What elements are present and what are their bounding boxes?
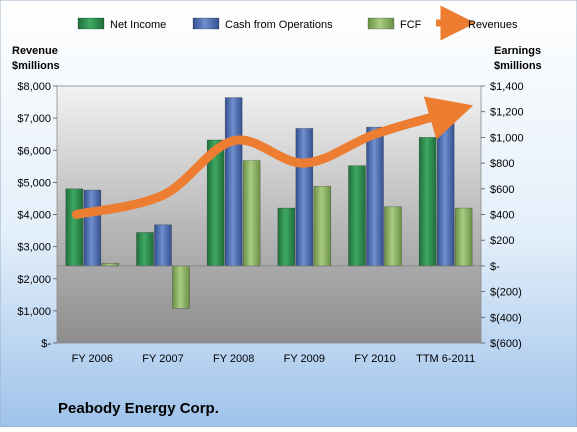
left-axis-tick-label: $7,000 [17,113,51,125]
bar [366,126,384,267]
category-label: FY 2008 [213,353,254,365]
right-axis-tick-label: $1,400 [490,81,524,93]
bar [436,103,455,267]
right-axis: $(600) $(400) $(200) $- $200 $400 $600 $800 $1,0… [481,81,524,350]
right-axis-tick-label: $800 [490,158,514,170]
revenue-line [71,96,474,219]
legend-label: FCF [400,19,422,31]
category-axis: FY 2006 FY 2007 FY 2008 FY 2009 FY 2010 TTM 6… [72,353,476,365]
bar [277,207,296,267]
left-axis-tick-label: $3,000 [17,242,51,254]
legend: Net Income Cash from Operations FCF Revenue… [77,5,518,41]
bar [242,160,261,267]
left-axis-label-line2: $millions [12,60,60,72]
left-axis-tick-label: $5,000 [17,177,51,189]
bar [83,189,102,267]
legend-label: Cash from Operations [225,19,333,31]
right-axis-tick-label: $(400) [490,312,522,324]
legend-label: Revenues [468,19,518,31]
right-axis-tick-label: $400 [490,210,514,222]
right-axis-tick-label: $(200) [490,287,522,299]
right-axis-tick-label: $1,200 [490,107,524,119]
plot-area [56,85,482,344]
bar [136,232,154,267]
right-axis-tick-label: $200 [490,235,514,247]
left-axis-tick-label: $2,000 [17,274,51,286]
right-axis-tick-label: $600 [490,184,514,196]
category-label: TTM 6-2011 [416,353,475,365]
right-axis-label-line1: Earnings [494,45,541,57]
legend-swatch [367,17,395,30]
legend-swatch [77,17,105,30]
bar [384,206,402,267]
bar [418,137,437,267]
legend-swatch [192,17,220,30]
right-axis-tick-label: $(600) [490,338,522,350]
right-axis-tick-label: $- [490,261,500,273]
left-axis-label-line1: Revenue [12,45,58,57]
chart-title: Peabody Energy Corp. [58,400,219,417]
left-axis-tick-label: $8,000 [17,81,51,93]
bar [172,265,190,309]
right-axis-tick-label: $1,000 [490,132,524,144]
bar [295,128,314,267]
bar [65,188,84,267]
left-axis-tick-label: $- [41,338,51,350]
left-axis-tick-label: $6,000 [17,145,51,157]
left-axis-tick-label: $1,000 [17,306,51,318]
bar [154,224,172,267]
category-label: FY 2007 [142,353,183,365]
category-label: FY 2010 [354,353,395,365]
right-axis-label-line2: $millions [494,60,542,72]
category-label: FY 2006 [72,353,113,365]
left-axis-tick-label: $4,000 [17,210,51,222]
left-axis: $- $1,000 $2,000 $3,000 $4,000 $5,000 $6,000 $7… [17,81,57,350]
bar [348,165,366,267]
category-label: FY 2009 [284,353,325,365]
revenue-line-path [71,96,474,219]
bar [454,207,473,267]
bar [224,97,243,267]
legend-label: Net Income [110,19,166,31]
bar [101,263,120,267]
bar [313,185,332,267]
